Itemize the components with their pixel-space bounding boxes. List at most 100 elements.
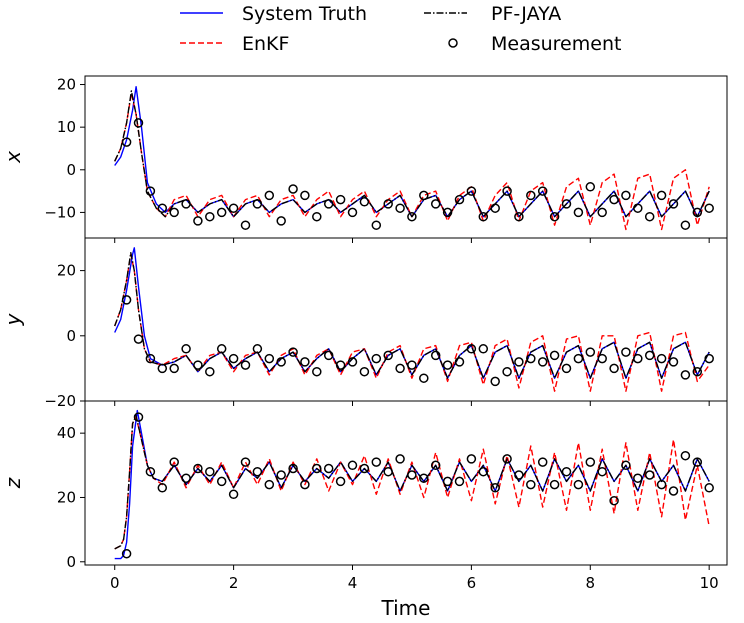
measurement-point — [621, 347, 631, 357]
legend-swatch-measurement — [448, 38, 458, 48]
measurement-point — [157, 483, 168, 493]
measurement-point — [228, 203, 239, 213]
measurement-point — [573, 207, 584, 218]
measurement-point — [347, 460, 358, 471]
measurement-point — [312, 463, 322, 474]
subplot-y: −20 0 20 y — [1, 237, 728, 410]
measurement-point — [169, 207, 179, 218]
measurement-point — [407, 470, 417, 480]
legend-label-pf-jaya: PF-JAYA — [491, 3, 561, 25]
measurement-point — [573, 353, 584, 364]
legend-label-system-truth: System Truth — [242, 3, 367, 25]
legend-label-enkf: EnKF — [242, 33, 289, 55]
measurement-point — [514, 211, 524, 222]
measurement-point — [359, 366, 370, 377]
measurement-point — [383, 350, 393, 361]
axes-frame — [84, 75, 728, 239]
measurement-point — [585, 457, 596, 467]
subplot-x: −10 0 10 20 x — [1, 75, 728, 243]
measurement-point — [597, 353, 607, 364]
x-tick-label: 8 — [586, 574, 596, 592]
measurement-point — [668, 486, 679, 496]
measurement-point — [537, 457, 548, 467]
measurement-point — [240, 360, 251, 370]
series-line-system-truth — [114, 247, 710, 379]
measurement-point — [526, 190, 536, 201]
measurement-point — [609, 194, 619, 205]
measurement-point — [264, 190, 275, 201]
measurement-point — [442, 476, 453, 487]
series-line-pf-jaya — [114, 251, 710, 379]
measurement-point — [692, 457, 703, 467]
measurement-point — [335, 476, 346, 487]
measurement-point — [288, 347, 298, 357]
measurement-point — [312, 366, 322, 377]
measurement-point — [371, 353, 382, 364]
measurement-point — [383, 466, 393, 477]
measurement-point — [145, 466, 156, 477]
measurement-point — [276, 357, 286, 367]
measurement-point — [680, 370, 691, 380]
measurement-point — [585, 182, 596, 192]
measurement-point — [276, 216, 286, 226]
y-axis-label: x — [1, 151, 25, 164]
axes-frame — [84, 400, 728, 566]
measurement-point — [145, 186, 156, 196]
legend-label-measurement: Measurement — [491, 33, 621, 55]
measurement-point — [121, 548, 132, 559]
measurement-point — [216, 207, 227, 218]
measurement-point — [133, 118, 144, 128]
subplot-z: 0 20 40 0 2 4 6 8 10 z Time — [1, 400, 728, 620]
measurement-point — [347, 357, 358, 367]
measurement-point — [478, 466, 489, 477]
measurement-point — [181, 199, 191, 209]
measurement-point — [430, 199, 441, 209]
measurement-point — [312, 211, 322, 222]
measurement-point — [264, 353, 275, 364]
measurement-point — [395, 454, 405, 464]
y-axis-label: z — [1, 477, 25, 489]
x-tick-label: 0 — [110, 574, 120, 592]
measurement-point — [502, 186, 512, 196]
measurement-point — [561, 363, 572, 374]
measurement-point — [323, 199, 334, 209]
measurement-point — [454, 357, 465, 367]
measurement-point — [549, 350, 560, 361]
measurement-point — [621, 190, 631, 201]
measurement-point — [585, 347, 596, 357]
measurement-point — [656, 190, 667, 201]
measurement-point — [430, 460, 441, 471]
measurement-point — [157, 363, 168, 374]
measurement-point — [288, 184, 298, 194]
measurement-point — [537, 186, 548, 196]
measurement-point — [193, 216, 203, 226]
measurement-point — [419, 473, 429, 483]
measurement-point — [573, 479, 584, 490]
measurement-point — [704, 353, 714, 364]
measurement-point — [240, 457, 251, 467]
measurement-point — [407, 211, 417, 222]
measurement-point — [644, 350, 655, 361]
measurement-point — [561, 199, 572, 209]
measurement-point — [216, 476, 227, 487]
measurement-point — [537, 357, 548, 367]
measurement-point — [205, 366, 215, 377]
measurement-point — [644, 211, 655, 222]
measurement-point — [181, 473, 191, 483]
y-tick-label: 20 — [57, 76, 76, 94]
series-line-system-truth — [114, 85, 710, 218]
measurement-point — [490, 376, 500, 387]
measurement-point — [169, 457, 179, 467]
measurement-point — [442, 360, 453, 370]
subplots: −10 0 10 20 x −20 0 20 y 0 20 40 0 2 4 6 8 10 z Time — [1, 75, 728, 620]
measurement-point — [490, 483, 500, 493]
measurement-point — [407, 360, 417, 370]
measurement-point — [597, 207, 607, 218]
measurement-point — [157, 203, 168, 213]
measurement-point — [680, 220, 691, 230]
measurement-point — [633, 203, 643, 213]
y-tick-label: −10 — [44, 203, 76, 221]
measurement-point — [133, 334, 144, 344]
measurement-point — [228, 353, 239, 364]
